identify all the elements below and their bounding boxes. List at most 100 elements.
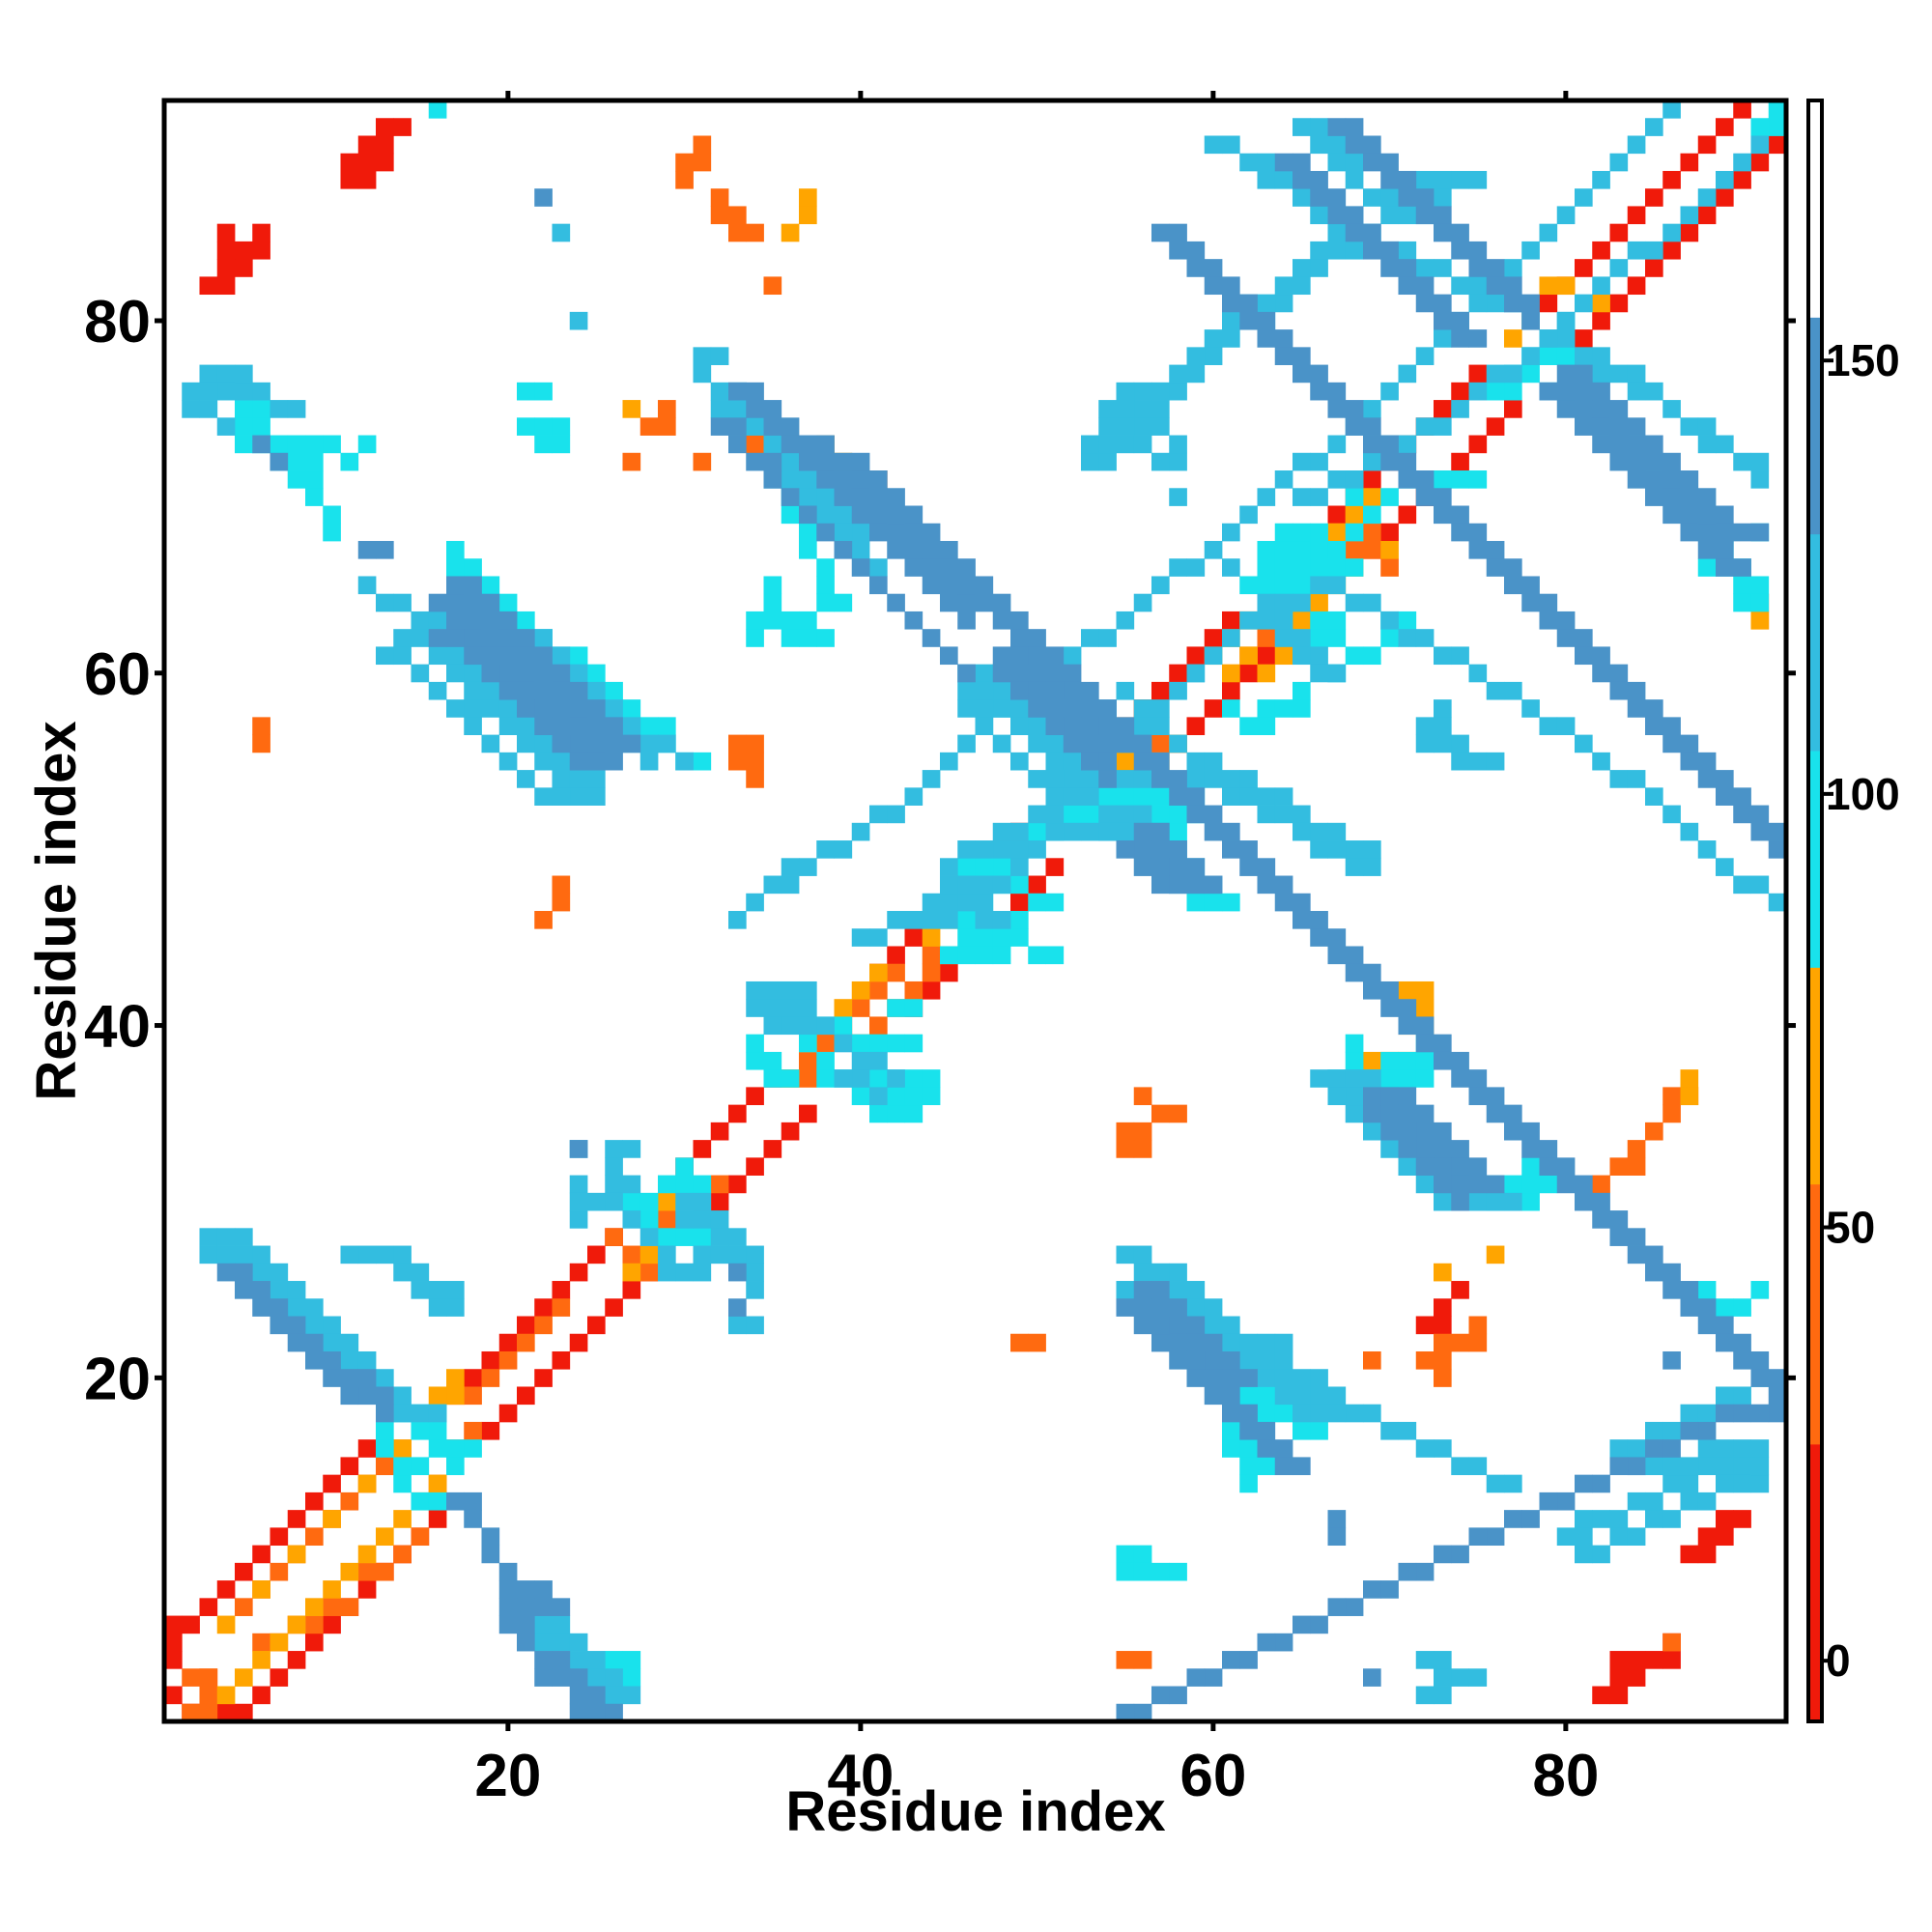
heatmap-cell xyxy=(1680,153,1699,172)
heatmap-cell xyxy=(1434,1545,1452,1564)
heatmap-cell xyxy=(481,593,500,612)
heatmap-cell xyxy=(975,946,994,965)
heatmap-cell xyxy=(1398,259,1417,277)
heatmap-cell xyxy=(1768,822,1787,841)
heatmap-cell xyxy=(1257,717,1276,736)
heatmap-cell xyxy=(1363,1069,1381,1088)
heatmap-cell xyxy=(1662,805,1681,824)
heatmap-cell xyxy=(639,1245,659,1264)
heatmap-cell xyxy=(1468,435,1488,454)
heatmap-cell xyxy=(235,1228,253,1246)
heatmap-cell xyxy=(357,1386,377,1406)
heatmap-cell xyxy=(587,699,606,718)
heatmap-cell xyxy=(1680,470,1699,489)
heatmap-cell xyxy=(1151,840,1170,859)
heatmap-cell xyxy=(340,1333,359,1352)
heatmap-cell xyxy=(763,1016,782,1036)
heatmap-cell xyxy=(1257,1333,1276,1352)
heatmap-cell xyxy=(622,400,641,418)
heatmap-cell xyxy=(305,1333,324,1352)
heatmap-cell xyxy=(1186,1333,1206,1352)
heatmap-cell xyxy=(1539,1492,1558,1511)
heatmap-cell xyxy=(1363,858,1381,876)
heatmap-cell xyxy=(887,1069,905,1088)
heatmap-cell xyxy=(1521,1140,1540,1158)
heatmap-cell xyxy=(1697,1545,1717,1564)
heatmap-cell xyxy=(552,1668,571,1687)
heatmap-cell xyxy=(534,382,553,401)
heatmap-cell xyxy=(534,681,553,700)
heatmap-cell xyxy=(287,435,306,454)
heatmap-cell xyxy=(393,118,412,136)
heatmap-cell xyxy=(1750,1369,1770,1387)
heatmap-cell xyxy=(1293,364,1311,384)
heatmap-cell xyxy=(199,1686,218,1705)
heatmap-cell xyxy=(728,911,747,929)
heatmap-cell xyxy=(1504,681,1522,700)
heatmap-cell xyxy=(1609,664,1629,683)
heatmap-cell xyxy=(1257,294,1276,313)
heatmap-cell xyxy=(851,558,870,577)
heatmap-cell xyxy=(498,1562,518,1581)
heatmap-cell xyxy=(1434,1034,1452,1053)
heatmap-cell xyxy=(1274,699,1293,718)
heatmap-cell xyxy=(1380,382,1399,401)
heatmap-cell xyxy=(305,488,324,506)
heatmap-cell xyxy=(940,946,958,965)
heatmap-cell xyxy=(1716,188,1734,207)
heatmap-cell xyxy=(1327,1087,1347,1106)
heatmap-cell xyxy=(975,911,994,929)
heatmap-cell xyxy=(1609,1668,1629,1687)
heatmap-cell xyxy=(1398,505,1417,525)
heatmap-cell xyxy=(340,1369,359,1387)
heatmap-cell xyxy=(1434,206,1452,225)
heatmap-cell xyxy=(216,364,236,384)
heatmap-cell xyxy=(1116,681,1135,700)
heatmap-cell xyxy=(1575,364,1593,384)
heatmap-cell xyxy=(904,1034,923,1053)
heatmap-cell xyxy=(1345,840,1364,859)
heatmap-cell xyxy=(1257,311,1276,330)
heatmap-cell xyxy=(746,400,764,418)
heatmap-cell xyxy=(1345,118,1364,136)
heatmap-cell xyxy=(1063,805,1082,824)
heatmap-cell xyxy=(781,417,800,436)
heatmap-cell xyxy=(1380,170,1399,189)
heatmap-cell xyxy=(305,452,324,471)
heatmap-cell xyxy=(517,1316,535,1335)
heatmap-cell xyxy=(216,1245,236,1264)
heatmap-cell xyxy=(1486,417,1505,436)
heatmap-cell xyxy=(1398,470,1417,489)
heatmap-cell xyxy=(1327,382,1347,401)
heatmap-cell xyxy=(1733,1298,1751,1317)
heatmap-cell xyxy=(1186,1668,1206,1687)
heatmap-cell xyxy=(1293,1369,1311,1387)
heatmap-cell xyxy=(1239,858,1258,876)
heatmap-cell xyxy=(1274,1386,1293,1406)
heatmap-cell xyxy=(1521,576,1540,595)
heatmap-cell xyxy=(1151,382,1170,401)
heatmap-cell xyxy=(1504,1474,1522,1493)
heatmap-cell xyxy=(1310,611,1328,630)
y-tick-label: 60 xyxy=(84,641,151,708)
heatmap-cell xyxy=(1556,1175,1576,1194)
heatmap-cell xyxy=(1133,1122,1152,1141)
heatmap-cell xyxy=(922,523,941,542)
heatmap-cell xyxy=(1310,558,1328,577)
heatmap-cell xyxy=(498,1404,518,1423)
heatmap-cell xyxy=(1116,435,1135,454)
colorbar-band xyxy=(1808,317,1822,535)
heatmap-cell xyxy=(763,1069,782,1088)
heatmap-cell xyxy=(1609,1228,1629,1246)
heatmap-cell xyxy=(1539,276,1558,296)
heatmap-cell xyxy=(605,1686,623,1705)
heatmap-cell xyxy=(1434,1298,1452,1317)
heatmap-cell xyxy=(216,259,236,277)
heatmap-cell xyxy=(693,364,712,384)
heatmap-cell xyxy=(1363,1580,1381,1599)
heatmap-cell xyxy=(1274,1333,1293,1352)
heatmap-cell xyxy=(534,1298,553,1317)
heatmap-cell xyxy=(851,1034,870,1053)
heatmap-cell xyxy=(1363,540,1381,559)
heatmap-cell xyxy=(1169,1281,1187,1299)
